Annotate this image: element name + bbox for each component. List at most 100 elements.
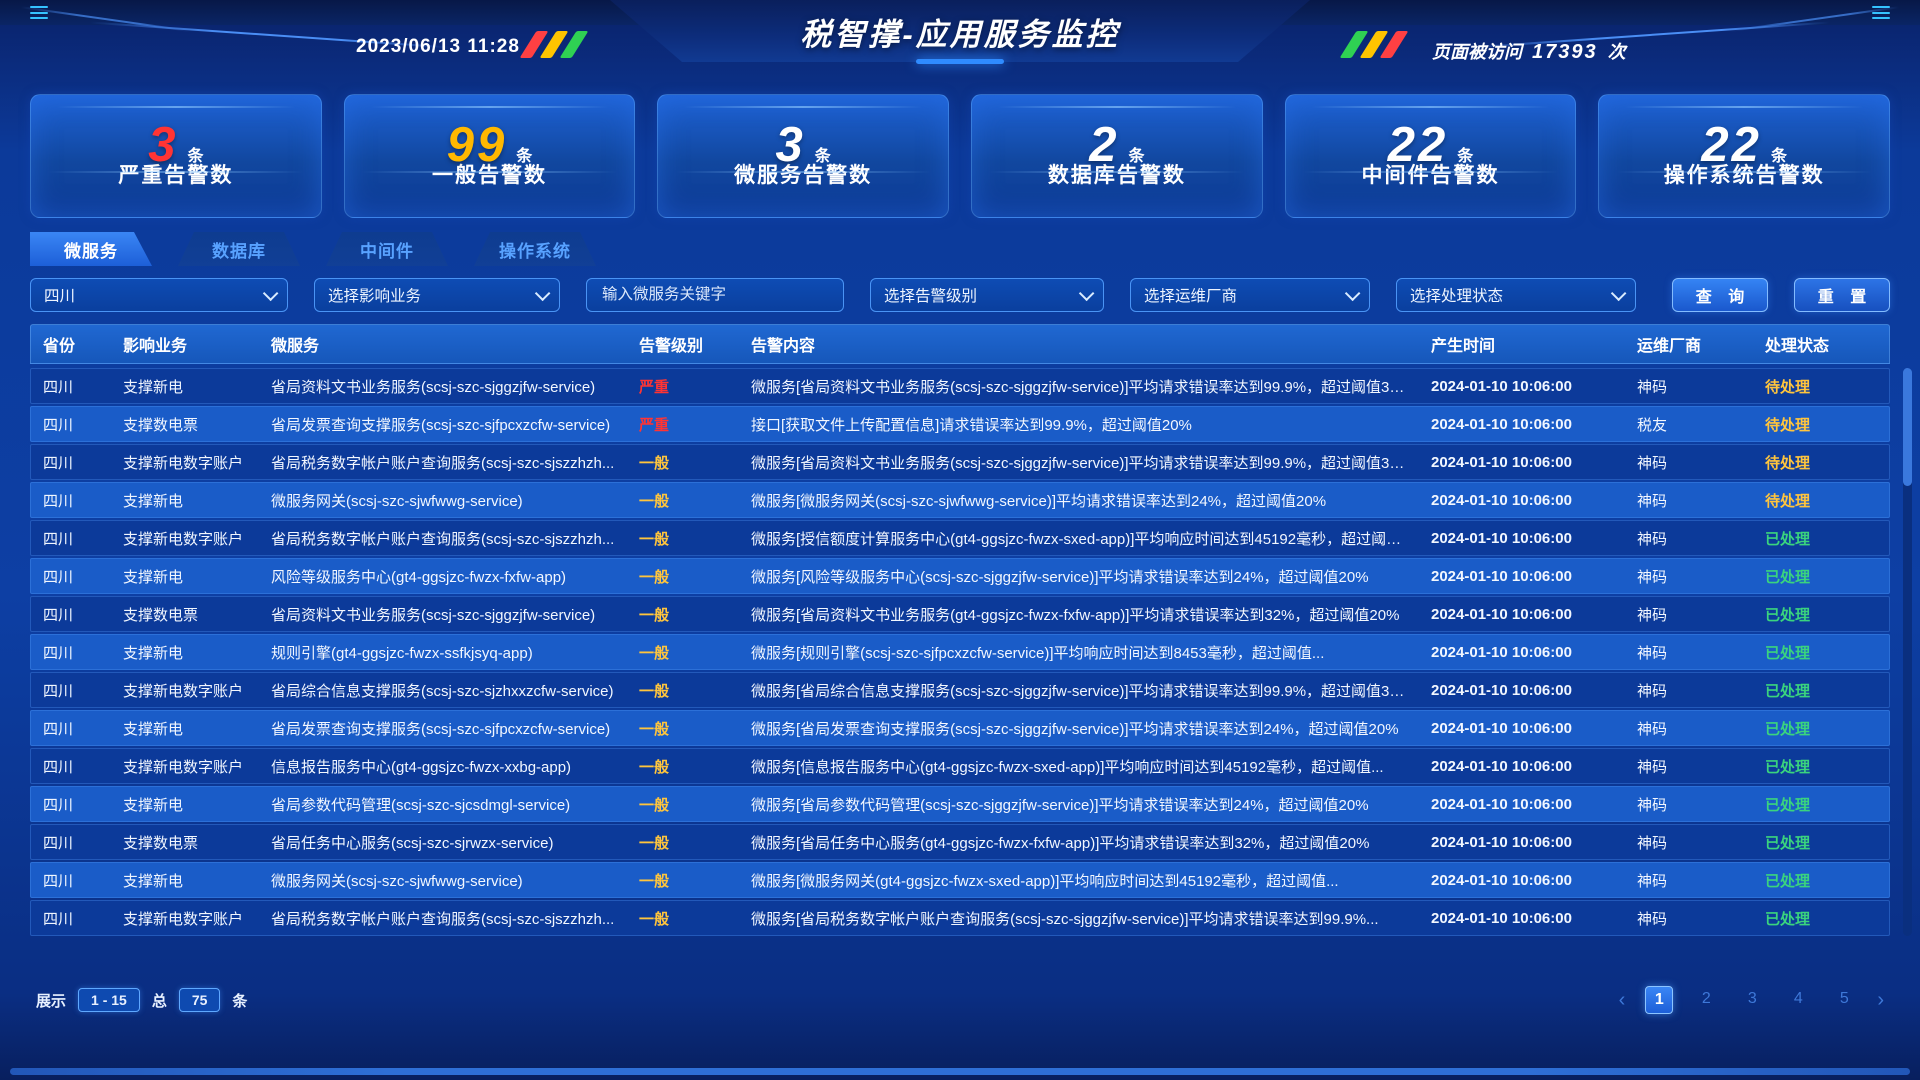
cell-vendor: 神码 [1637,834,1668,852]
status-select[interactable]: 选择处理状态 [1396,278,1636,312]
stat-card-value: 3 条 [31,117,321,173]
stat-unit: 条 [1457,148,1474,165]
stat-number: 3 [148,118,179,172]
cell-level: 一般 [639,568,670,586]
tab-2[interactable]: 数据库 [178,232,300,266]
table-row[interactable]: 四川 支撑数电票 省局发票查询支撑服务(scsj-szc-sjfpcxzcfw-… [30,406,1890,442]
column-header-8: 处理状态 [1765,338,1830,355]
stat-card-value: 22 条 [1286,117,1576,173]
cell-time: 2024-01-10 10:06:00 [1431,453,1572,471]
table-row[interactable]: 四川 支撑新电 微服务网关(scsj-szc-sjwfwwg-service) … [30,862,1890,898]
stat-card: 2 条 数据库告警数 [971,94,1263,218]
table-row[interactable]: 四川 支撑新电 省局资料文书业务服务(scsj-szc-sjggzjfw-ser… [30,368,1890,404]
total-label: 总 [151,992,167,1010]
cell-time: 2024-01-10 10:06:00 [1431,719,1572,737]
tab-label: 数据库 [212,241,266,261]
table-row[interactable]: 四川 支撑新电 微服务网关(scsj-szc-sjwfwwg-service) … [30,482,1890,518]
cell-level: 一般 [639,758,670,776]
page-4[interactable]: 4 [1793,990,1803,1007]
cell-province: 四川 [43,758,74,776]
cell-business: 支撑数电票 [123,834,199,852]
page-visits: 页面被访问 17393 次 [1432,38,1626,64]
cell-level: 一般 [639,910,670,928]
reset-button[interactable]: 重 置 [1794,278,1890,312]
next-page-arrow[interactable]: › [1877,989,1884,1011]
cell-business: 支撑新电 [123,568,184,586]
horizontal-scrollbar[interactable] [10,1068,1910,1075]
stat-card: 99 条 一般告警数 [343,94,636,218]
page-1[interactable]: 1 [1645,986,1674,1014]
cell-service: 省局发票查询支撑服务(scsj-szc-sjfpcxzcfw-service) [271,416,611,434]
cell-content: 微服务[省局资料文书业务服务(scsj-szc-sjggzjfw-service… [751,454,1412,472]
level-select[interactable]: 选择告警级别 [870,278,1104,312]
cell-vendor: 神码 [1637,758,1668,776]
cell-vendor: 神码 [1637,606,1668,624]
vendor-select[interactable]: 选择运维厂商 [1130,278,1370,312]
table-row[interactable]: 四川 支撑新电 规则引擎(gt4-ggsjzc-fwzx-ssfkjsyq-ap… [30,634,1890,670]
decor-stripes-left [519,31,589,58]
tab-3[interactable]: 中间件 [326,232,448,266]
cell-service: 省局综合信息支撑服务(scsj-szc-sjzhxxzcfw-service) [271,682,614,700]
table-row[interactable]: 四川 支撑新电 风险等级服务中心(gt4-ggsjzc-fwzx-fxfw-ap… [30,558,1890,594]
cell-province: 四川 [43,492,74,510]
cell-status: 已处理 [1765,682,1811,700]
cell-status: 已处理 [1765,568,1811,586]
cell-province: 四川 [43,872,74,890]
page-2[interactable]: 2 [1701,990,1711,1007]
cell-business: 支撑数电票 [123,606,199,624]
fullscreen-icon[interactable] [1872,6,1890,19]
decor-stripes-right [1339,31,1409,58]
cell-time: 2024-01-10 10:06:00 [1431,415,1572,433]
page-3[interactable]: 3 [1747,990,1757,1007]
tab-4[interactable]: 操作系统 [474,232,596,266]
table-row[interactable]: 四川 支撑新电 省局参数代码管理(scsj-szc-sjcsdmgl-servi… [30,786,1890,822]
level-select-placeholder: 选择告警级别 [884,288,978,305]
column-header-2: 影响业务 [123,338,188,355]
alert-table: 省份 影响业务 微服务 告警级别 告警内容 产生时间 运维厂商 处理状态 四川 支撑新电 省局… [30,324,1912,936]
total-pill: 75 [178,988,221,1012]
table-row[interactable]: 四川 支撑新电数字账户 省局税务数字帐户账户查询服务(scsj-szc-sjsz… [30,444,1890,480]
title-banner: 税智撑-应用服务监控 [610,0,1310,62]
cell-level: 一般 [639,720,670,738]
cell-level: 严重 [639,378,670,396]
table-row[interactable]: 四川 支撑新电数字账户 省局税务数字帐户账户查询服务(scsj-szc-sjsz… [30,900,1890,936]
business-select[interactable]: 选择影响业务 [314,278,560,312]
table-scrollbar-thumb[interactable] [1903,368,1912,486]
stat-unit: 条 [1128,148,1145,165]
stat-label: 严重告警数 [118,164,234,187]
stat-number: 99 [446,118,508,172]
cell-status: 已处理 [1765,872,1811,890]
table-row[interactable]: 四川 支撑新电数字账户 省局税务数字帐户账户查询服务(scsj-szc-sjsz… [30,520,1890,556]
chevron-down-icon [1078,285,1095,301]
stat-card: 22 条 中间件告警数 [1284,94,1577,218]
cell-business: 支撑新电 [123,378,184,396]
cell-service: 省局资料文书业务服务(scsj-szc-sjggzjfw-service) [271,378,596,396]
menu-icon[interactable] [30,6,48,19]
visits-unit: 次 [1607,42,1626,62]
stat-card: 3 条 严重告警数 [30,94,322,218]
tab-1[interactable]: 微服务 [30,232,152,266]
province-select[interactable]: 四川 [30,278,288,312]
header-datetime: 2023/06/13 11:28 [356,36,520,57]
cell-province: 四川 [43,568,74,586]
table-row[interactable]: 四川 支撑新电 省局发票查询支撑服务(scsj-szc-sjfpcxzcfw-s… [30,710,1890,746]
cell-content: 接口[获取文件上传配置信息]请求错误率达到99.9%，超过阈值20% [751,416,1192,434]
cell-service: 省局任务中心服务(scsj-szc-sjrwzx-service) [271,834,554,852]
query-button[interactable]: 查 询 [1672,278,1768,312]
cell-business: 支撑数电票 [123,416,199,434]
table-row[interactable]: 四川 支撑新电数字账户 省局综合信息支撑服务(scsj-szc-sjzhxxzc… [30,672,1890,708]
keyword-input[interactable] [600,285,830,305]
table-row[interactable]: 四川 支撑新电数字账户 信息报告服务中心(gt4-ggsjzc-fwzx-xxb… [30,748,1890,784]
table-row[interactable]: 四川 支撑数电票 省局任务中心服务(scsj-szc-sjrwzx-servic… [30,824,1890,860]
column-header-3: 微服务 [271,338,320,355]
prev-page-arrow[interactable]: ‹ [1618,989,1626,1011]
cell-content: 微服务[省局参数代码管理(scsj-szc-sjggzjfw-service)]… [751,796,1369,814]
cell-status: 已处理 [1765,530,1811,548]
page-5[interactable]: 5 [1839,990,1849,1007]
table-header-row: 省份 影响业务 微服务 告警级别 告警内容 产生时间 运维厂商 处理状态 [30,324,1890,364]
table-row[interactable]: 四川 支撑数电票 省局资料文书业务服务(scsj-szc-sjggzjfw-se… [30,596,1890,632]
cell-service: 省局税务数字帐户账户查询服务(scsj-szc-sjszzhzh... [271,530,615,548]
visits-count: 17393 [1532,41,1598,63]
cell-time: 2024-01-10 10:06:00 [1431,491,1572,509]
